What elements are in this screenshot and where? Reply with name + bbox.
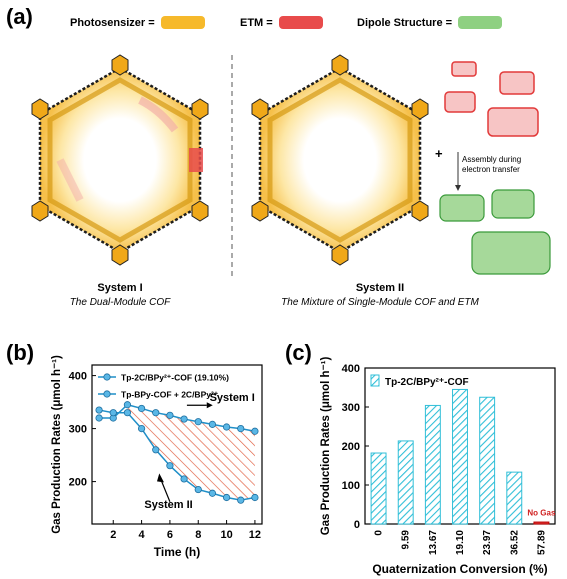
bar-c	[370, 452, 387, 525]
x-tick-label-c: 36.52	[509, 530, 520, 555]
data-point-b-2	[222, 493, 231, 502]
y-axis-label-b: Gas Production Rates (μmol h⁻¹)	[51, 355, 63, 534]
data-point-b-2	[109, 409, 117, 417]
legend-label-c: Tp-2C/BPy²⁺-COF	[385, 377, 469, 388]
legend-photosensitizer-swatch	[160, 16, 205, 29]
data-point-b-2	[152, 446, 160, 454]
x-tick-label-b: 2	[110, 529, 116, 541]
data-point-b-1	[95, 414, 103, 422]
data-point-b-1	[123, 401, 132, 409]
system1-title: System I	[97, 282, 143, 294]
data-point-b-2	[95, 406, 103, 414]
y-tick-label-c: 400	[342, 363, 360, 375]
annotation-system-ii: System II	[144, 499, 192, 511]
legend-marker-b-2	[103, 390, 111, 398]
cof-hexagon-system1	[31, 54, 209, 266]
plus-sign: +	[435, 146, 443, 161]
legend-photosensitizer: Photosensizer =	[70, 16, 205, 29]
difference-region	[127, 404, 255, 501]
bar-c	[533, 521, 550, 525]
cof-hexagon-system2	[251, 54, 429, 266]
legend-etm-label: ETM =	[240, 16, 273, 29]
legend-marker-b-1	[103, 373, 111, 381]
data-point-b-1	[194, 418, 202, 426]
legend-swatch-c	[370, 374, 380, 387]
data-point-b-1	[180, 415, 188, 423]
dipole-structures	[439, 189, 551, 275]
data-point-b-2	[208, 489, 217, 497]
data-point-b-1	[251, 427, 259, 435]
x-tick-label-b: 12	[249, 529, 261, 541]
system2-subtitle: The Mixture of Single-Module COF and ETM	[281, 297, 479, 308]
assembly-text-1: Assembly during	[462, 155, 521, 164]
panel-a-schematic: + Assembly during electron transfer	[31, 54, 551, 280]
x-tick-label-c: 13.67	[428, 530, 439, 555]
x-tick-label-c: 19.10	[455, 530, 466, 555]
assembly-text-2: electron transfer	[462, 165, 520, 174]
legend-etm-swatch	[278, 16, 323, 29]
legend-label-b-1: Tp-2C/BPy²⁺-COF (19.10%)	[121, 373, 229, 383]
panel-a-legend: Photosensizer = ETM = Dipole Structure =	[70, 12, 560, 36]
data-point-b-2	[166, 462, 174, 470]
y-tick-label-b: 200	[69, 477, 87, 489]
data-point-b-1	[137, 404, 146, 413]
arrowhead-system-ii	[157, 473, 164, 483]
data-point-b-2	[251, 493, 259, 502]
system1-subtitle: The Dual-Module COF	[69, 297, 171, 308]
data-point-b-2	[237, 496, 245, 504]
data-point-b-2	[180, 475, 188, 483]
data-point-b-1	[152, 409, 160, 417]
bar-c	[452, 388, 468, 525]
bar-c	[424, 404, 441, 525]
bar-c	[397, 440, 414, 525]
panel-label-b: (b)	[6, 340, 35, 365]
x-tick-label-c: 23.97	[482, 530, 493, 555]
x-tick-label-b: 10	[220, 529, 232, 541]
x-tick-label-b: 8	[195, 529, 201, 541]
x-tick-label-c: 9.59	[401, 530, 412, 550]
legend-dipole-swatch	[458, 16, 503, 29]
panel-label-c: (c)	[285, 340, 312, 365]
y-tick-label-b: 300	[69, 424, 87, 436]
x-axis-label-b: Time (h)	[154, 545, 200, 559]
legend-label-b-2: Tp-BPy-COF + 2C/BPy²⁺	[121, 390, 219, 400]
chart-b-frame	[91, 364, 263, 525]
data-point-b-1	[222, 423, 231, 431]
arrowhead-system-i	[206, 402, 213, 409]
y-tick-label-c: 200	[342, 441, 360, 453]
y-tick-label-c: 0	[354, 519, 360, 531]
y-tick-label-c: 300	[342, 402, 360, 414]
annotation-no-gas: No Gas	[527, 508, 556, 517]
data-point-b-2	[137, 425, 146, 433]
x-tick-label-b: 6	[167, 529, 173, 541]
system2-title: System II	[355, 282, 405, 294]
data-point-b-1	[237, 425, 245, 433]
x-tick-label-b: 4	[139, 529, 146, 541]
chart-b: 2 4 6 8 10 12 200 300 400 Time (h) Gas Production …	[51, 355, 263, 559]
data-point-b-1	[166, 411, 174, 419]
x-tick-label-c: 57.89	[536, 530, 547, 555]
y-axis-label-c: Gas Production Rates (μmol h⁻¹)	[320, 357, 332, 536]
annotation-system-i: System I	[210, 392, 255, 404]
bar-c	[506, 471, 523, 525]
legend-dipole-label: Dipole Structure =	[357, 16, 453, 29]
legend-etm: ETM =	[240, 16, 323, 29]
data-point-b-2	[123, 409, 132, 417]
etm-molecules	[444, 61, 539, 137]
data-point-b-2	[194, 485, 202, 494]
y-tick-label-b: 400	[69, 371, 87, 383]
legend-dipole: Dipole Structure =	[357, 16, 503, 29]
chart-c: 0 100 200 300 400 0 9.59 13.67 19.10 23.97 36.52 57…	[320, 357, 556, 576]
panel-label-a: (a)	[6, 4, 33, 29]
x-tick-label-c: 0	[374, 530, 385, 536]
bar-c	[479, 396, 496, 525]
data-point-b-1	[208, 420, 217, 428]
legend-photosensitizer-label: Photosensizer =	[70, 16, 155, 29]
x-axis-label-c: Quaternization Conversion (%)	[372, 562, 547, 576]
y-tick-label-c: 100	[342, 480, 360, 492]
